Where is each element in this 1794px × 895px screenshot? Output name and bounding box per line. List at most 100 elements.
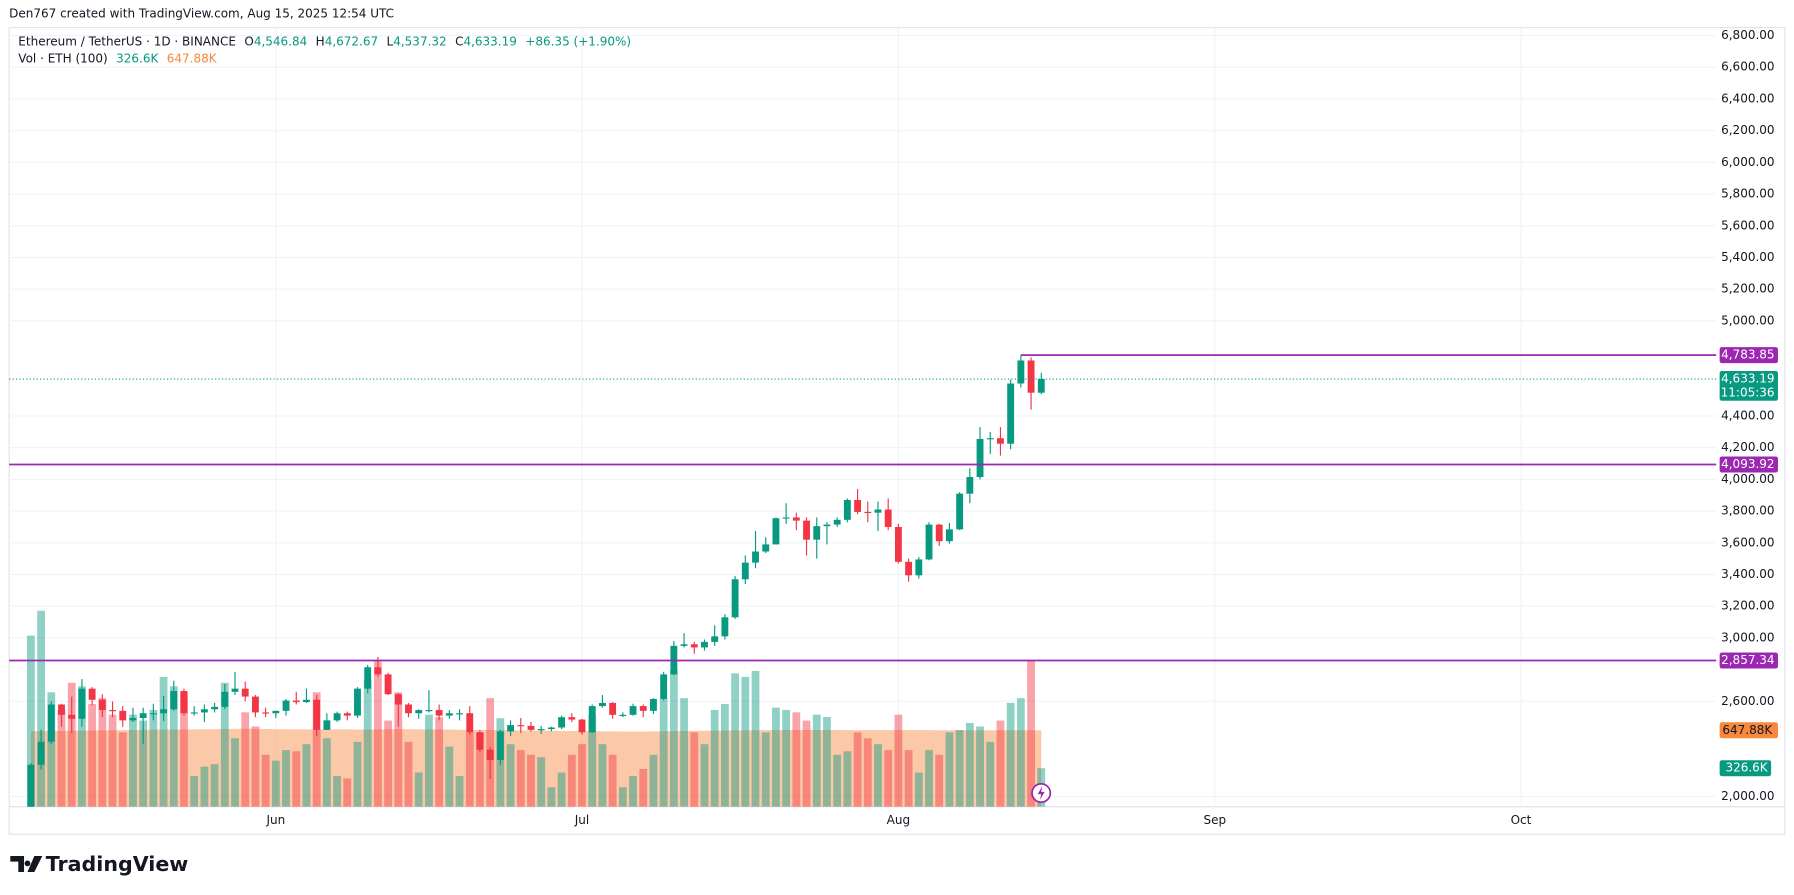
- logo-icon: [10, 855, 43, 872]
- volume-bar: [108, 714, 117, 807]
- candle-body: [680, 644, 688, 646]
- volume-bar: [506, 744, 515, 807]
- volume-bar: [516, 750, 525, 807]
- candle-body: [58, 704, 65, 715]
- candle-body: [690, 644, 698, 648]
- volume-bar: [282, 750, 290, 807]
- y-tick-label: 5,000.00: [1721, 313, 1774, 327]
- candle-body: [772, 518, 780, 545]
- volume-bar: [812, 714, 821, 807]
- last-price-box: [1719, 371, 1778, 401]
- candle-body: [109, 710, 116, 712]
- volume-bar: [986, 741, 995, 807]
- candle-body: [537, 729, 545, 731]
- volume-box: [1719, 760, 1772, 777]
- volume-bar: [649, 754, 658, 807]
- frame: [8, 27, 1786, 835]
- candle-body: [221, 691, 229, 707]
- candle-body: [650, 698, 657, 711]
- candle-body: [782, 517, 790, 519]
- volume-bar: [200, 766, 209, 807]
- volume-bar: [404, 741, 413, 807]
- candle-body: [476, 732, 484, 750]
- volume-bar: [833, 754, 842, 807]
- volume-bar: [884, 750, 893, 807]
- candle-body: [1037, 379, 1045, 393]
- y-tick-label: 3,800.00: [1721, 504, 1774, 518]
- candle-body: [874, 509, 882, 513]
- change: +86.35 (+1.90%): [525, 34, 631, 48]
- candle-body: [68, 714, 76, 719]
- candle-body: [405, 704, 412, 714]
- candle-body: [843, 500, 851, 520]
- candle-body: [200, 709, 208, 713]
- candle-body: [98, 699, 106, 711]
- o-value: 4,546.84: [254, 34, 307, 48]
- volume-bar: [363, 680, 372, 807]
- volume-bar: [914, 772, 923, 807]
- volume-bar: [180, 692, 188, 807]
- volume-bar: [1016, 698, 1025, 807]
- candle-body: [170, 691, 178, 710]
- volume-ma-box: [1719, 722, 1778, 739]
- volume-bar: [210, 764, 219, 807]
- y-tick-label: 4,400.00: [1721, 408, 1774, 422]
- volume-bar: [567, 754, 576, 807]
- candle-body: [711, 636, 719, 642]
- volume-bar: [669, 669, 678, 807]
- candle-body: [864, 511, 872, 514]
- volume-bar: [639, 768, 648, 807]
- candle-body: [139, 713, 147, 718]
- candle-body: [466, 713, 474, 733]
- candle-body: [894, 526, 902, 562]
- volume-bar: [710, 709, 719, 807]
- volume-bar: [261, 754, 270, 807]
- volume-bar: [588, 714, 597, 807]
- candle-body: [986, 438, 994, 440]
- legend: Ethereum / TetherUS · 1D · BINANCE O4,54…: [18, 34, 631, 65]
- volume-bar: [863, 738, 872, 807]
- volume-bar: [159, 676, 168, 807]
- candle-body: [292, 700, 300, 703]
- volume-bar: [353, 741, 362, 807]
- volume-bar: [618, 787, 627, 807]
- candle-body: [1017, 360, 1025, 384]
- volume-bar: [98, 698, 107, 807]
- volume-bar: [598, 744, 607, 807]
- volume-bar: [547, 787, 556, 807]
- candle-body: [752, 551, 759, 563]
- candle-body: [731, 579, 739, 618]
- replay-bolt: [1037, 786, 1045, 800]
- level-label-box: [1719, 652, 1778, 669]
- volume-bar: [904, 750, 913, 807]
- candle-body: [323, 720, 331, 730]
- volume-bar: [690, 732, 699, 807]
- y-tick-label: 4,000.00: [1721, 472, 1774, 486]
- candle-body: [1027, 360, 1035, 393]
- volume-bar: [476, 732, 484, 807]
- volume-bar: [425, 714, 433, 807]
- volume-ma-value: 647.88K: [167, 51, 218, 65]
- y-tick-label: 3,000.00: [1721, 630, 1774, 644]
- h-value: 4,672.67: [325, 34, 378, 48]
- candle-body: [609, 702, 617, 715]
- volume-bar: [731, 673, 739, 807]
- candle-body: [313, 699, 321, 730]
- volume-bar: [935, 754, 944, 807]
- volume-label: 326.6K: [1725, 761, 1768, 775]
- y-tick-label: 5,400.00: [1721, 250, 1774, 264]
- l-value: 4,537.32: [393, 34, 446, 48]
- volume-bar: [169, 686, 178, 807]
- y-tick-label: 4,200.00: [1721, 440, 1774, 454]
- y-tick-label: 3,200.00: [1721, 599, 1774, 613]
- volume-bar: [333, 776, 341, 807]
- x-tick-label: Jul: [574, 813, 589, 827]
- legend-volume: Vol · ETH (100) 326.6K 647.88K: [18, 51, 217, 65]
- volume-bar: [27, 635, 35, 807]
- x-tick-label: Jun: [265, 813, 285, 827]
- volume-bar: [965, 722, 974, 807]
- candle-body: [915, 559, 923, 576]
- candle-body: [905, 561, 913, 576]
- candle-body: [547, 727, 555, 730]
- volume-bar: [312, 692, 321, 807]
